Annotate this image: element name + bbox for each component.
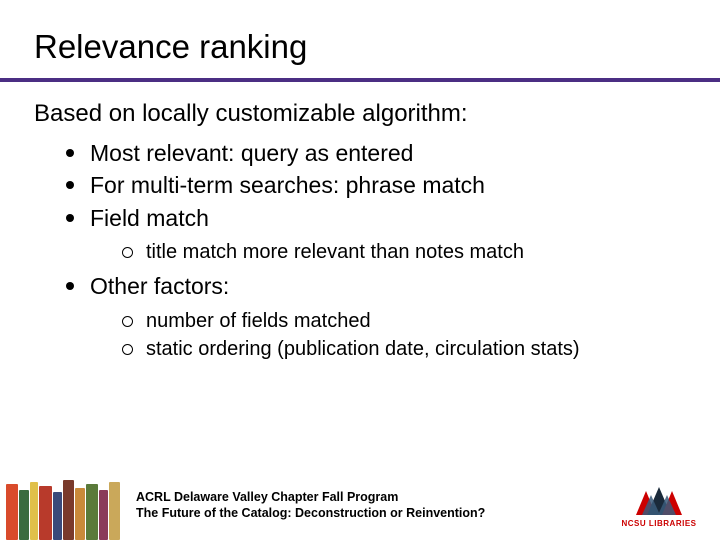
book-spine [53, 492, 62, 540]
sub-bullet-text: title match more relevant than notes mat… [146, 241, 524, 263]
bullet-text: Other factors: [90, 273, 229, 299]
book-spine [39, 486, 52, 540]
book-spine [63, 480, 74, 540]
bullet-item: Most relevant: query as entered [62, 138, 686, 168]
sub-bullet-list: number of fields matched static ordering… [120, 308, 686, 363]
sub-bullet-text: static ordering (publication date, circu… [146, 338, 580, 360]
footer: ACRL Delaware Valley Chapter Fall Progra… [0, 472, 720, 540]
sub-bullet-text: number of fields matched [146, 310, 371, 332]
ncsu-logo-text: NCSU LIBRARIES [621, 519, 696, 528]
title-block: Relevance ranking [0, 0, 720, 72]
bullet-item: For multi-term searches: phrase match [62, 170, 686, 200]
slide: Relevance ranking Based on locally custo… [0, 0, 720, 540]
sub-bullet-item: title match more relevant than notes mat… [120, 239, 686, 265]
sub-bullet-list: title match more relevant than notes mat… [120, 239, 686, 265]
book-spine [99, 490, 108, 540]
ncsu-logo-icon [634, 485, 684, 517]
footer-line-2: The Future of the Catalog: Deconstructio… [136, 506, 600, 522]
book-spine [75, 488, 85, 540]
ncsu-logo: NCSU LIBRARIES [610, 472, 720, 540]
book-spine [6, 484, 18, 540]
sub-bullet-item: number of fields matched [120, 308, 686, 334]
bullet-text: Field match [90, 205, 209, 231]
books-graphic [0, 472, 122, 540]
content-area: Based on locally customizable algorithm:… [0, 82, 720, 363]
bullet-text: Most relevant: query as entered [90, 140, 413, 166]
footer-line-1: ACRL Delaware Valley Chapter Fall Progra… [136, 490, 600, 506]
footer-text: ACRL Delaware Valley Chapter Fall Progra… [122, 490, 610, 521]
book-spine [30, 482, 38, 540]
book-spine [19, 490, 29, 540]
slide-title: Relevance ranking [34, 28, 686, 66]
book-spine [109, 482, 120, 540]
sub-bullet-item: static ordering (publication date, circu… [120, 336, 686, 362]
bullet-item: Field match title match more relevant th… [62, 203, 686, 266]
intro-text: Based on locally customizable algorithm: [34, 100, 686, 128]
bullet-item: Other factors: number of fields matched … [62, 271, 686, 362]
bullet-list: Most relevant: query as entered For mult… [62, 138, 686, 363]
book-spine [86, 484, 98, 540]
ncsu-logo-mark [634, 485, 684, 517]
bullet-text: For multi-term searches: phrase match [90, 172, 485, 198]
